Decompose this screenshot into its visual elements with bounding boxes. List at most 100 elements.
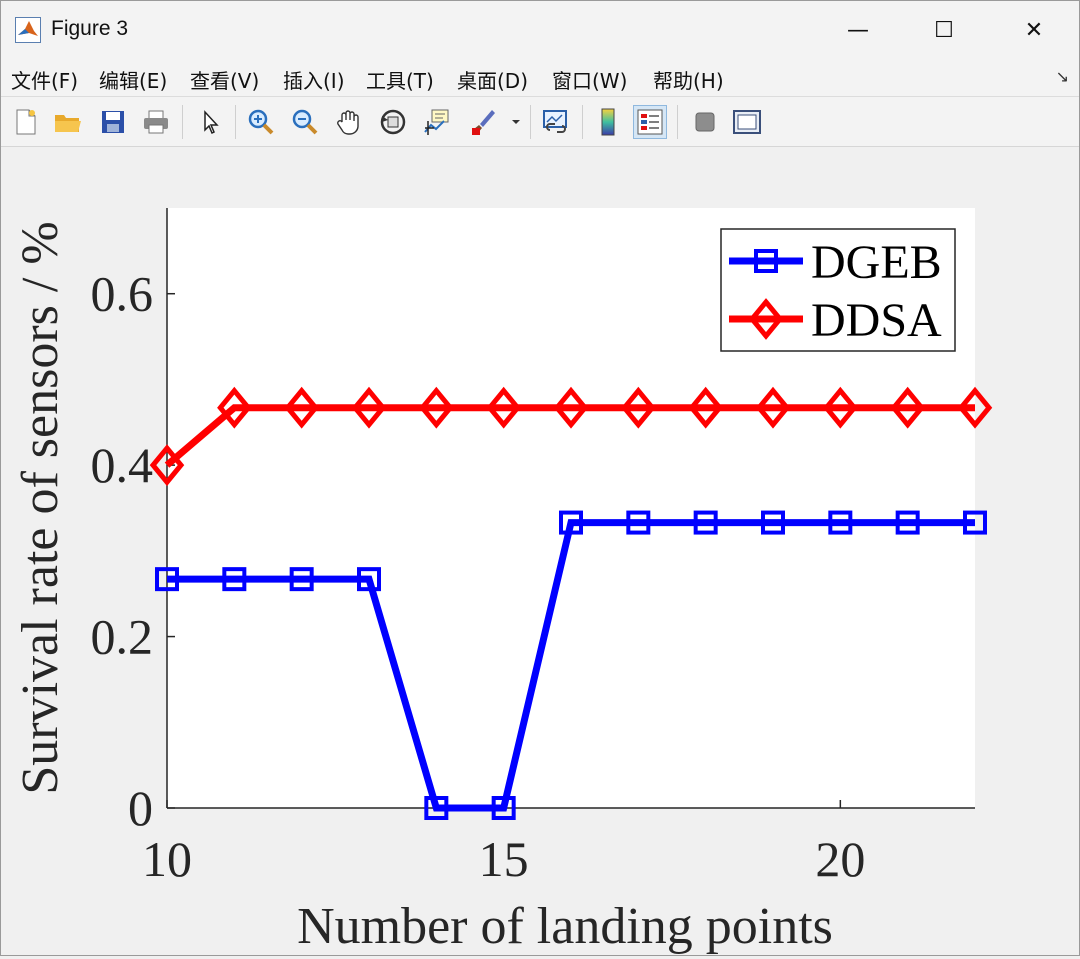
new-figure-button[interactable] xyxy=(9,105,43,139)
open-file-button[interactable] xyxy=(51,105,85,139)
menu-file[interactable]: 文件(F) xyxy=(11,69,79,93)
menu-edit[interactable]: 编辑(E) xyxy=(99,69,168,93)
data-point xyxy=(761,510,785,535)
data-point xyxy=(890,386,925,429)
axis-ticks: 10 15 20 0 0.2 0.4 0.6 xyxy=(91,208,975,887)
rotate-3d-button[interactable] xyxy=(376,105,410,139)
zoom-in-icon xyxy=(248,109,274,135)
close-icon: ✕ xyxy=(1024,17,1044,43)
data-cursor-icon xyxy=(424,109,449,135)
menu-view[interactable]: 查看(V) xyxy=(190,69,260,93)
close-button[interactable]: ✕ xyxy=(989,1,1079,59)
data-point xyxy=(553,386,589,429)
series-line xyxy=(164,404,975,468)
show-plot-tools-icon xyxy=(733,110,761,134)
plot-series xyxy=(149,386,993,820)
pan-hand-icon xyxy=(337,110,359,135)
link-plot-icon xyxy=(543,110,567,133)
save-icon xyxy=(102,111,124,133)
zoom-out-icon xyxy=(292,109,318,135)
chevron-down-icon xyxy=(512,120,520,124)
zoom-out-button[interactable] xyxy=(288,105,322,139)
menu-window[interactable]: 窗口(W) xyxy=(552,69,628,93)
data-point xyxy=(823,386,858,429)
data-point xyxy=(957,386,993,429)
toolbar-separator xyxy=(677,105,678,139)
data-point xyxy=(693,510,718,535)
data-point xyxy=(491,796,516,820)
print-icon xyxy=(144,110,168,134)
menu-help[interactable]: 帮助(H) xyxy=(653,69,724,93)
pointer-icon xyxy=(204,110,219,135)
new-figure-icon xyxy=(16,109,36,135)
data-point xyxy=(149,444,185,487)
x-axis-label: Number of landing points xyxy=(297,898,833,955)
colorbar-button[interactable] xyxy=(591,105,625,139)
data-point xyxy=(688,386,723,429)
window-title: Figure 3 xyxy=(51,17,129,40)
legend-label: DDSA xyxy=(811,294,942,347)
toolbar-separator xyxy=(235,105,236,139)
menu-desktop[interactable]: 桌面(D) xyxy=(457,69,529,93)
rotate-3d-icon xyxy=(380,109,406,135)
y-axis-label: Survival rate of sensors / % xyxy=(12,221,69,794)
brush-icon xyxy=(472,110,495,135)
minimize-button[interactable]: — xyxy=(813,1,903,59)
y-tick-label: 0 xyxy=(128,780,153,836)
brush-dropdown-button[interactable] xyxy=(506,105,526,139)
data-point xyxy=(828,510,853,535)
legend-button[interactable] xyxy=(633,105,667,139)
data-point xyxy=(895,510,920,535)
print-button[interactable] xyxy=(139,105,173,139)
toolbar-separator xyxy=(530,105,531,139)
x-tick-label: 10 xyxy=(142,831,192,887)
brush-button[interactable] xyxy=(466,105,500,139)
data-point xyxy=(357,567,381,592)
pan-button[interactable] xyxy=(332,105,366,139)
data-point xyxy=(486,386,521,429)
series-line xyxy=(167,519,975,812)
legend-label: DGEB xyxy=(811,236,942,289)
x-tick-label: 20 xyxy=(815,831,865,887)
toolbar xyxy=(1,97,1079,147)
data-point xyxy=(289,567,314,592)
colorbar-icon xyxy=(601,108,615,136)
maximize-button[interactable]: ☐ xyxy=(899,1,989,59)
save-button[interactable] xyxy=(96,105,130,139)
menu-overflow-icon[interactable]: ↘ xyxy=(1055,67,1069,86)
y-tick-label: 0.2 xyxy=(91,609,154,665)
y-tick-label: 0.4 xyxy=(91,437,154,493)
data-point xyxy=(351,386,387,429)
open-file-icon xyxy=(55,115,81,132)
data-point xyxy=(626,510,651,535)
hide-plot-tools-icon xyxy=(695,112,715,132)
series-dgeb xyxy=(155,510,987,820)
legend-marker xyxy=(748,298,784,340)
show-plot-tools-button[interactable] xyxy=(730,105,764,139)
legend-icon xyxy=(637,109,663,135)
figure-canvas[interactable]: 10 15 20 0 0.2 0.4 0.6 DGEB DDSA Number of land… xyxy=(1,147,1079,955)
zoom-in-button[interactable] xyxy=(244,105,278,139)
toolbar-separator xyxy=(182,105,183,139)
hide-plot-tools-button[interactable] xyxy=(688,105,722,139)
menu-tools[interactable]: 工具(T) xyxy=(366,69,434,93)
link-plot-button[interactable] xyxy=(539,105,573,139)
data-point xyxy=(419,386,454,429)
y-tick-label: 0.6 xyxy=(91,266,154,322)
data-point xyxy=(222,567,247,592)
pointer-button[interactable] xyxy=(193,105,227,139)
menu-insert[interactable]: 插入(I) xyxy=(283,69,345,93)
data-cursor-button[interactable] xyxy=(420,105,454,139)
data-point xyxy=(963,510,987,535)
title-bar[interactable]: Figure 3 — ☐ ✕ xyxy=(1,1,1079,59)
maximize-icon: ☐ xyxy=(934,17,954,43)
data-point xyxy=(217,386,252,429)
series-ddsa xyxy=(149,386,993,487)
menu-bar: 文件(F) 编辑(E) 查看(V) 插入(I) 工具(T) 桌面(D) 窗口(W… xyxy=(1,59,1079,97)
matlab-logo-icon xyxy=(15,17,41,43)
legend-marker xyxy=(754,249,778,273)
data-point xyxy=(284,386,319,429)
